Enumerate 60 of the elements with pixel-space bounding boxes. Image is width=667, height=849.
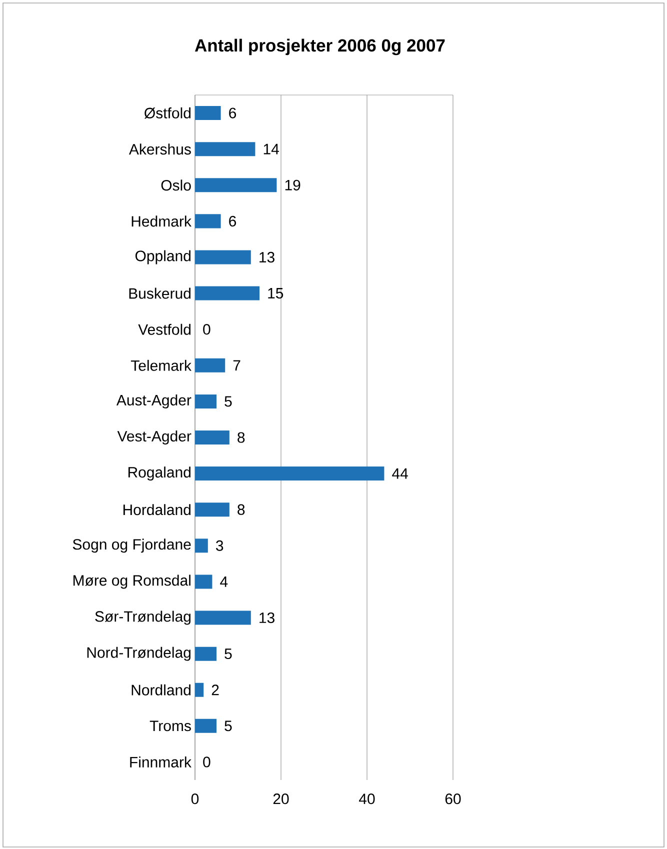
data-label: 8 [238, 432, 245, 443]
bar [195, 502, 230, 517]
data-label: 0 [203, 756, 210, 768]
bar [195, 214, 221, 228]
data-label: 0 [203, 324, 210, 335]
data-label: 5 [224, 396, 232, 407]
data-label: 2 [212, 684, 219, 696]
data-label: 13 [260, 612, 274, 624]
y-tick-label: Østfold [144, 107, 190, 119]
bar [195, 106, 221, 120]
bar [195, 646, 216, 661]
data-label: 3 [216, 540, 224, 551]
bar [195, 394, 216, 408]
y-tick-label: Oslo [161, 180, 191, 191]
bar [195, 250, 251, 264]
bar [195, 142, 256, 156]
data-label: 4 [220, 576, 228, 587]
y-tick-label: Telemark [130, 360, 192, 371]
bar [195, 610, 251, 625]
y-tick-label: Sogn og Fjordane [72, 538, 191, 553]
y-tick-label: Hordaland [123, 504, 190, 516]
data-label: 5 [224, 720, 232, 732]
data-label: 15 [268, 288, 284, 299]
y-tick-label: Buskerud [129, 288, 190, 299]
chart-title: Antall prosjekter 2006 0g 2007 [194, 38, 445, 56]
x-tick-label: 20 [273, 794, 289, 804]
bar [195, 538, 208, 553]
data-label: 6 [229, 216, 236, 226]
y-tick-label: Møre og Romsdal [73, 574, 190, 589]
y-tick-label: Vestfold [138, 324, 190, 335]
y-tick-label: Sør-Trøndelag [95, 610, 190, 625]
x-tick-label: 0 [191, 794, 199, 804]
bar [195, 718, 216, 733]
y-tick-label: Nord-Trøndelag [87, 646, 190, 661]
data-label: 5 [224, 648, 232, 660]
y-tick-label: Vest-Agder [117, 430, 192, 444]
data-label: 44 [392, 468, 408, 479]
data-label: 13 [260, 252, 274, 263]
data-label: 19 [285, 180, 300, 190]
bar [195, 358, 226, 372]
data-label: 8 [238, 504, 245, 515]
bar [195, 466, 384, 481]
bar [195, 286, 260, 300]
y-tick-label: Oppland [135, 250, 190, 264]
data-label: 6 [229, 108, 236, 118]
data-label: 7 [233, 360, 240, 371]
bar [195, 682, 204, 697]
y-tick-label: Nordland [132, 684, 190, 696]
y-tick-label: Rogaland [128, 466, 190, 481]
y-tick-label: Finnmark [130, 756, 192, 768]
bar [195, 574, 212, 589]
bar [195, 178, 277, 192]
y-tick-label: Hedmark [132, 216, 192, 227]
x-tick-label: 60 [445, 794, 461, 804]
bar [195, 430, 230, 445]
y-tick-label: Troms [150, 720, 191, 732]
data-label: 14 [264, 144, 279, 154]
y-tick-label: Akershus [128, 144, 191, 155]
x-tick-label: 40 [359, 794, 375, 804]
y-tick-label: Aust-Agder [116, 394, 192, 408]
